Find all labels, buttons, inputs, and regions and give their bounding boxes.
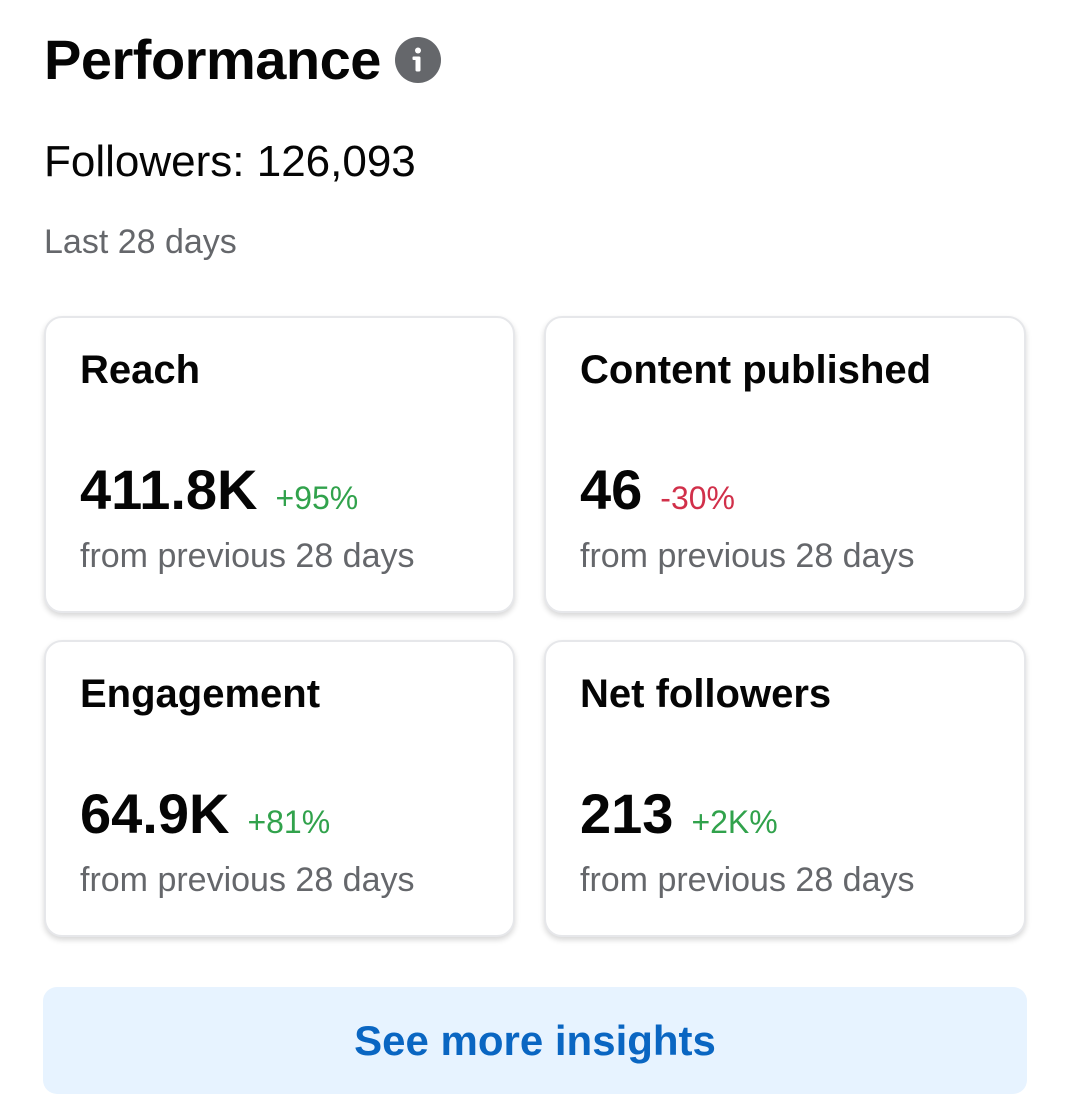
metric-card-content-published[interactable]: Content published 46 -30% from previous … <box>544 316 1026 613</box>
metric-label: Net followers <box>580 672 832 716</box>
metric-value: 64.9K <box>80 782 230 845</box>
metric-comparison: from previous 28 days <box>580 537 915 575</box>
metric-card-net-followers[interactable]: Net followers 213 +2K% from previous 28 … <box>544 640 1026 937</box>
metric-value-row: 64.9K +81% <box>80 782 330 846</box>
metric-comparison: from previous 28 days <box>580 861 915 899</box>
performance-header: Performance <box>44 28 441 92</box>
see-more-insights-button[interactable]: See more insights <box>43 987 1027 1094</box>
page-title: Performance <box>44 28 381 91</box>
period-label: Last 28 days <box>44 223 237 261</box>
metric-value-row: 46 -30% <box>580 458 735 522</box>
followers-count: Followers: 126,093 <box>44 137 416 186</box>
metric-value: 46 <box>580 458 643 521</box>
metric-value-row: 411.8K +95% <box>80 458 358 522</box>
metric-label: Reach <box>80 348 201 392</box>
metric-comparison: from previous 28 days <box>80 861 415 899</box>
metric-value: 411.8K <box>80 458 258 521</box>
metric-change: +2K% <box>691 804 778 840</box>
info-glyph <box>412 47 421 72</box>
info-icon[interactable] <box>394 37 441 83</box>
metric-change: +95% <box>275 480 359 516</box>
metrics-grid: Reach 411.8K +95% from previous 28 days … <box>44 316 1026 937</box>
metric-change: -30% <box>660 480 735 516</box>
metric-card-reach[interactable]: Reach 411.8K +95% from previous 28 days <box>44 316 515 613</box>
metric-label: Content published <box>580 348 932 392</box>
metric-value: 213 <box>580 782 674 845</box>
metric-value-row: 213 +2K% <box>580 782 778 846</box>
metric-label: Engagement <box>80 672 321 716</box>
metric-comparison: from previous 28 days <box>80 537 415 575</box>
metric-change: +81% <box>247 804 331 840</box>
metric-card-engagement[interactable]: Engagement 64.9K +81% from previous 28 d… <box>44 640 515 937</box>
